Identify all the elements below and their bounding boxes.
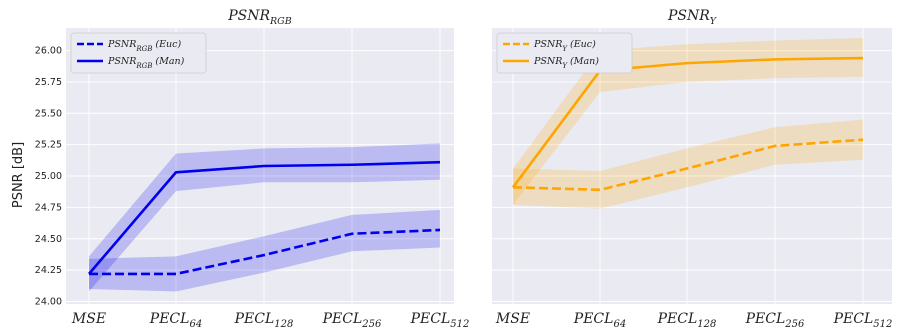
legend: PSNRRGB (Euc) PSNRRGB (Man) bbox=[70, 32, 207, 74]
panel-title: PSNRRGB bbox=[227, 8, 292, 27]
x-tick-label: PECL128 bbox=[657, 311, 717, 328]
y-tick-label: 24.25 bbox=[35, 265, 62, 276]
panel-title: PSNRY bbox=[667, 8, 718, 27]
legend: PSNRY (Euc) PSNRY (Man) bbox=[496, 32, 633, 74]
y-tick-label: 25.25 bbox=[35, 140, 62, 151]
confidence-band bbox=[89, 209, 440, 292]
legend-label: PSNRY (Euc) bbox=[533, 39, 596, 53]
panel-rgb: 24.00 24.25 24.50 24.75 25.00 25.25 25.50 25.75… bbox=[35, 8, 470, 328]
x-tick-label: PECL256 bbox=[322, 311, 382, 328]
x-tick-label: MSE bbox=[71, 311, 106, 327]
y-tick-label: 24.75 bbox=[35, 202, 62, 213]
y-tick-label: 25.50 bbox=[35, 108, 62, 119]
legend-box bbox=[496, 32, 633, 74]
panel-y: MSE PECL64 PECL128 PECL256 PECL512 PSNRY PSNRY… bbox=[492, 8, 892, 328]
series-line-euc bbox=[89, 228, 441, 276]
legend-label: PSNRRGB (Man) bbox=[107, 56, 185, 70]
x-tick-label: MSE bbox=[495, 311, 530, 327]
y-tick-label: 24.00 bbox=[35, 296, 62, 307]
y-tick-label: 24.50 bbox=[35, 234, 62, 245]
series-line-man bbox=[88, 160, 441, 275]
x-tick-label: PECL128 bbox=[234, 311, 294, 328]
confidence-band bbox=[89, 143, 440, 292]
series-line-man bbox=[511, 56, 864, 189]
x-tick-label: PECL256 bbox=[745, 311, 805, 328]
legend-label: PSNRY (Man) bbox=[533, 56, 599, 70]
series-line-euc bbox=[512, 138, 864, 192]
y-tick-label: 26.00 bbox=[35, 46, 62, 57]
legend-label: PSNRRGB (Euc) bbox=[107, 39, 181, 53]
x-tick-label: PECL64 bbox=[573, 311, 626, 328]
y-tick-label: 25.00 bbox=[35, 171, 62, 182]
legend-box bbox=[70, 32, 207, 74]
x-tick-label: PECL512 bbox=[410, 311, 470, 328]
y-tick-label: 25.75 bbox=[35, 77, 62, 88]
confidence-band bbox=[513, 38, 863, 205]
y-axis-label: PSNR [dB] bbox=[11, 142, 26, 208]
x-tick-label: PECL64 bbox=[149, 311, 202, 328]
confidence-band bbox=[513, 119, 863, 209]
x-tick-label: PECL512 bbox=[833, 311, 893, 328]
